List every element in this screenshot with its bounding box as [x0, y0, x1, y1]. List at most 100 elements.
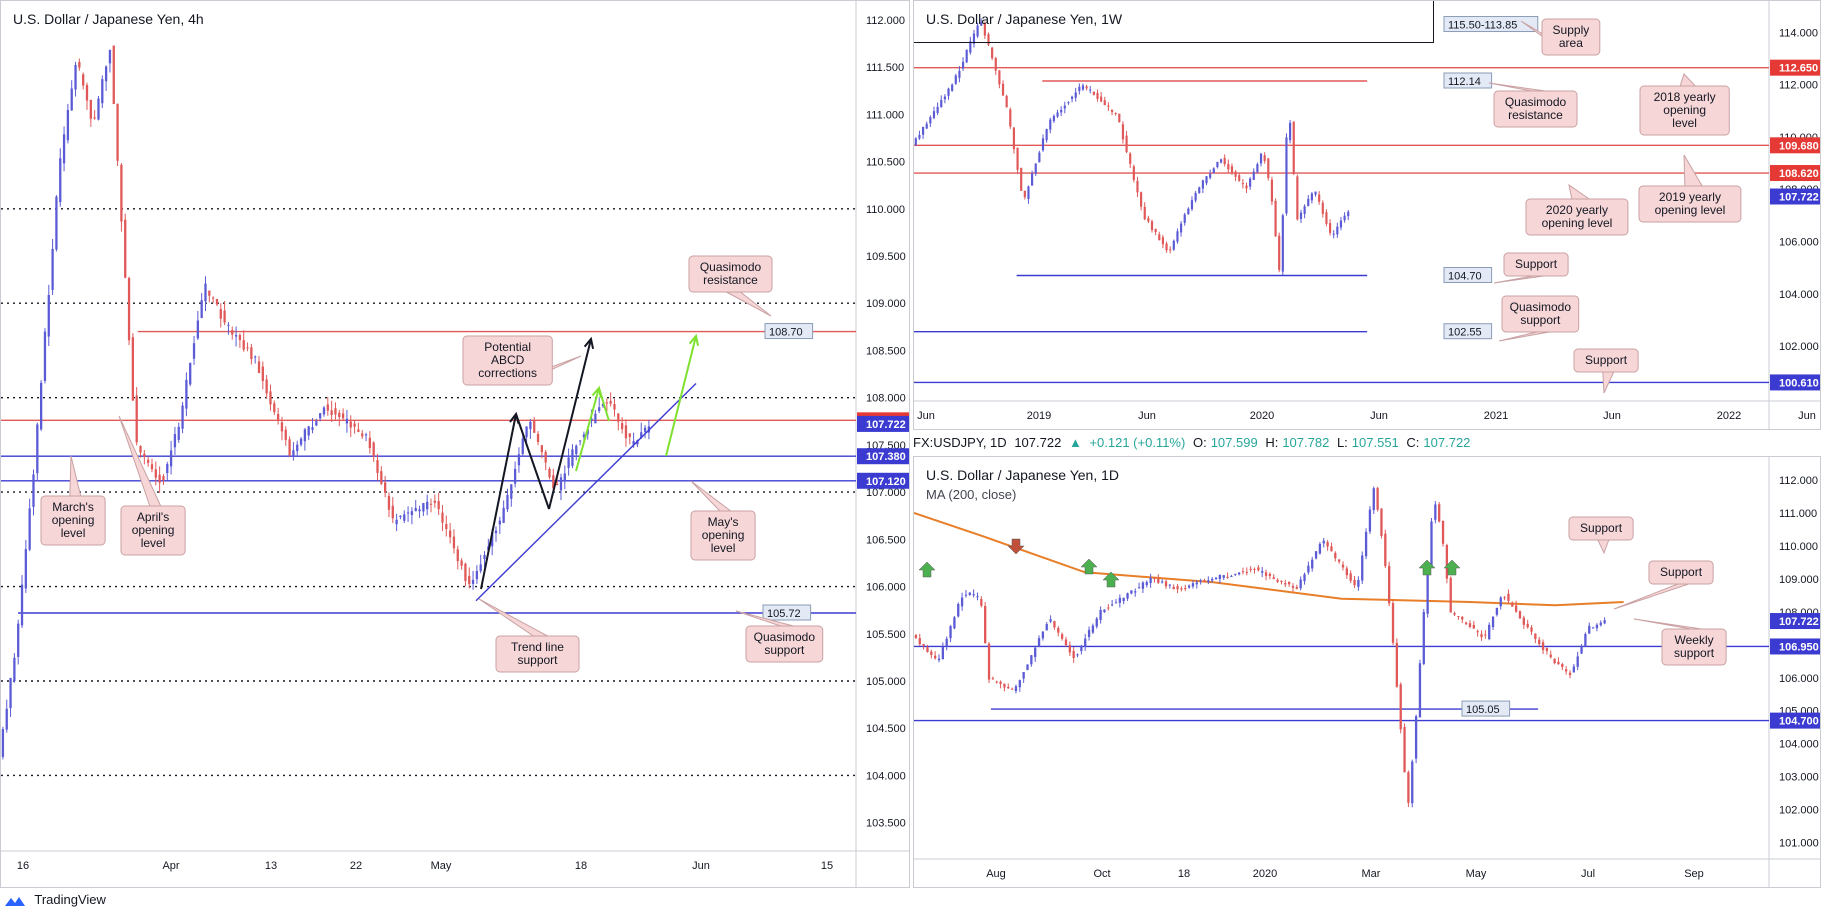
candle-body [414, 507, 417, 512]
callout-text: resistance [1508, 108, 1563, 122]
candle-body [1461, 616, 1464, 620]
candle-body [70, 88, 73, 111]
candle-body [361, 433, 364, 437]
trend-line-support [475, 383, 697, 602]
candle-body [1165, 243, 1168, 251]
candle-body [1249, 178, 1252, 187]
candle-body [613, 404, 616, 410]
price-tag-label: 107.120 [866, 476, 906, 488]
price-tag [1770, 638, 1820, 655]
chart-panel-1d[interactable]: 101.000 102.000 103.000 104.000 105.000 106.0… [913, 456, 1821, 888]
candle-body [192, 343, 196, 359]
candle-body [1534, 633, 1537, 639]
candle-body [947, 88, 950, 96]
candle-body [914, 635, 918, 638]
candle-body [227, 324, 230, 326]
level-value-tag [762, 604, 812, 621]
candle-body [475, 570, 479, 580]
candle-body [1395, 642, 1399, 687]
candle-body [925, 123, 928, 129]
callout-tail [690, 480, 733, 512]
candle-body [483, 555, 486, 560]
candle-body [1334, 552, 1337, 559]
indicator-legend-ma[interactable]: MA (200, close) [926, 487, 1017, 502]
callout-text: level [141, 536, 166, 550]
candle-body [112, 45, 115, 105]
candle-body [976, 596, 979, 598]
candle-body [1234, 171, 1237, 177]
symbol-label[interactable]: FX:USDJPY, 1D [913, 435, 1007, 450]
candle-body [1049, 119, 1052, 130]
candle-body [1289, 122, 1292, 141]
chart-canvas-4h[interactable]: 103.500 104.000 104.500 105.000 105.500 106.0… [1, 1, 910, 888]
level-value-label: 105.05 [1466, 704, 1500, 716]
candle-body [426, 501, 429, 510]
candle-body [1023, 190, 1026, 198]
chart-canvas-1d[interactable]: 101.000102.000103.000104.000105.000106.0… [914, 457, 1821, 888]
candle-body [51, 248, 54, 290]
candle-body [1347, 211, 1350, 217]
chart-panel-1w[interactable]: 102.000104.000106.000108.000110.000112.0… [913, 0, 1821, 430]
candle-body [1330, 546, 1333, 552]
candle-body [991, 47, 994, 59]
open-label: O: [1192, 435, 1207, 450]
chart-panel-4h[interactable]: 103.500 104.000 104.500 105.000 105.500 106.0… [0, 0, 910, 888]
x-tick-label: Aug [986, 868, 1006, 880]
candle-body [1434, 504, 1437, 520]
callout-2020-open [1525, 198, 1629, 236]
candle-body [1568, 672, 1572, 676]
candle-body [376, 460, 379, 473]
callout-text: April's [137, 510, 169, 524]
candle-body [1399, 684, 1402, 730]
candle-body [1087, 629, 1091, 638]
candle-body [1031, 173, 1034, 186]
y-tick-label: 109.000 [866, 298, 906, 310]
price-tag-label: 107.722 [1779, 192, 1819, 204]
candle-body [1299, 579, 1302, 589]
candle-body [166, 464, 169, 474]
y-tick-label: 112.000 [1779, 475, 1818, 487]
candle-body [1198, 187, 1201, 193]
candle-body [1154, 228, 1157, 233]
candle-body [1245, 571, 1248, 573]
candle-body [1064, 639, 1068, 646]
candle-body [491, 532, 494, 547]
candle-body [1249, 568, 1252, 570]
x-tick-label: May [431, 860, 452, 872]
ma200-line [914, 512, 1624, 607]
candle-body [998, 70, 1001, 85]
candle-body [1418, 663, 1422, 718]
candle-body [1034, 647, 1037, 658]
candle-body [1147, 218, 1150, 222]
price-tag-label: 112.650 [1779, 63, 1818, 75]
candle-body [1172, 586, 1175, 590]
candle-body [1518, 611, 1522, 619]
candle-body [1303, 574, 1306, 582]
candle-body [1253, 568, 1256, 570]
x-tick-label: Oct [1093, 868, 1110, 880]
price-tag-label: 108.620 [1779, 168, 1819, 180]
candle-body [1264, 572, 1268, 576]
abcd-arrow [548, 338, 592, 510]
candle-body [594, 413, 597, 424]
title-box [914, 1, 1434, 43]
candle-body [189, 362, 192, 385]
candle-body [1256, 164, 1259, 173]
candle-body [1449, 577, 1452, 613]
y-tick-label: 104.500 [866, 723, 906, 735]
candle-body [28, 508, 31, 550]
brand-name[interactable]: TradingView [34, 892, 106, 907]
candle-body [1067, 102, 1070, 104]
candle-body [1343, 215, 1346, 221]
candle-body [1157, 578, 1160, 583]
candle-body [104, 66, 108, 82]
chart-canvas-1w[interactable]: 102.000104.000106.000108.000110.000112.0… [914, 1, 1821, 430]
candle-body [498, 520, 501, 525]
candle-body [173, 434, 177, 448]
candle-body [1538, 639, 1541, 645]
candle-body [208, 290, 211, 296]
candle-body [1132, 166, 1135, 180]
price-tag [1770, 374, 1820, 391]
candle-body [471, 579, 475, 584]
green-up-arrow-icon [1080, 558, 1098, 575]
